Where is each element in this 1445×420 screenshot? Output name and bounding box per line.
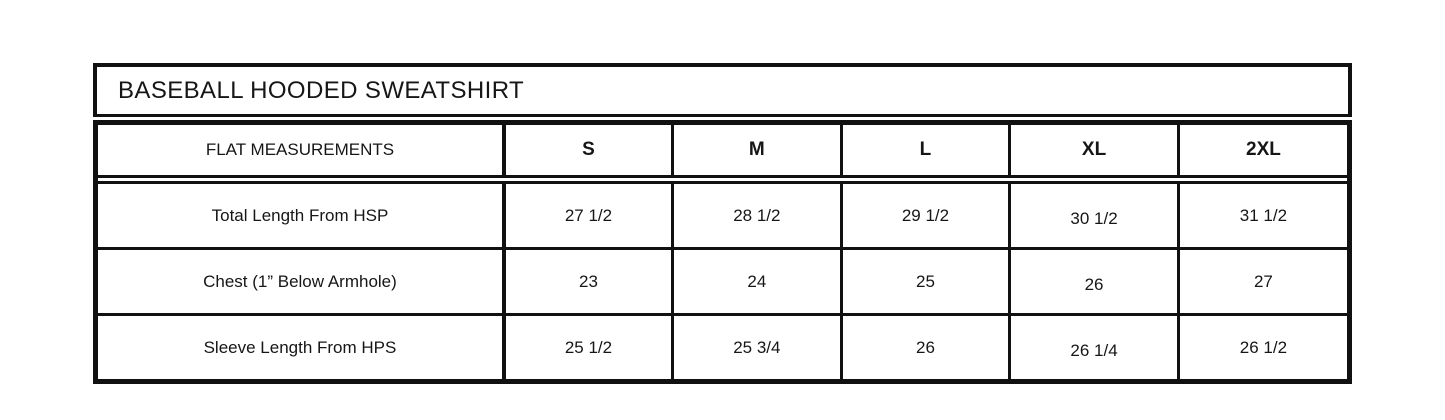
column-header-flat-measurements: FLAT MEASUREMENTS: [98, 125, 506, 184]
measurement-value: 25: [839, 247, 1012, 316]
measurement-value: 30 1/2: [1008, 178, 1180, 250]
column-header-size-2xl: 2XL: [1176, 125, 1347, 184]
measurement-value: 27: [1176, 247, 1347, 316]
measurement-value: 24: [671, 247, 843, 316]
size-chart: BASEBALL HOODED SWEATSHIRT FLAT MEASUREM…: [93, 63, 1352, 384]
column-header-size-s: S: [502, 125, 675, 184]
measurement-value: 31 1/2: [1176, 178, 1347, 250]
measurement-value: 26: [1008, 247, 1180, 316]
table-row-chest: Chest (1” Below Armhole) 23 24 25 26 27: [98, 247, 1347, 316]
row-label: Sleeve Length From HPS: [98, 313, 506, 379]
measurements-table: FLAT MEASUREMENTS S M L XL 2XL Total Len…: [98, 125, 1347, 379]
row-label: Chest (1” Below Armhole): [98, 247, 506, 316]
measurement-value: 25 1/2: [502, 313, 675, 379]
measurement-value: 26 1/2: [1176, 313, 1347, 379]
measurement-value: 28 1/2: [671, 178, 843, 250]
measurement-value: 27 1/2: [502, 178, 675, 250]
header-row: FLAT MEASUREMENTS S M L XL 2XL: [98, 125, 1347, 184]
column-header-size-xl: XL: [1008, 125, 1180, 184]
chart-title-box: BASEBALL HOODED SWEATSHIRT: [93, 63, 1352, 117]
column-header-size-m: M: [671, 125, 843, 184]
measurement-value: 26: [839, 313, 1012, 379]
measurement-value: 29 1/2: [839, 178, 1012, 250]
measurement-value: 23: [502, 247, 675, 316]
row-label: Total Length From HSP: [98, 178, 506, 250]
measurement-value: 25 3/4: [671, 313, 843, 379]
chart-title: BASEBALL HOODED SWEATSHIRT: [118, 76, 525, 104]
measurements-table-frame: FLAT MEASUREMENTS S M L XL 2XL Total Len…: [93, 120, 1352, 384]
table-row-sleeve-length: Sleeve Length From HPS 25 1/2 25 3/4 26 …: [98, 313, 1347, 379]
table-row-total-length: Total Length From HSP 27 1/2 28 1/2 29 1…: [98, 178, 1347, 250]
measurement-value: 26 1/4: [1008, 313, 1180, 379]
column-header-size-l: L: [839, 125, 1012, 184]
